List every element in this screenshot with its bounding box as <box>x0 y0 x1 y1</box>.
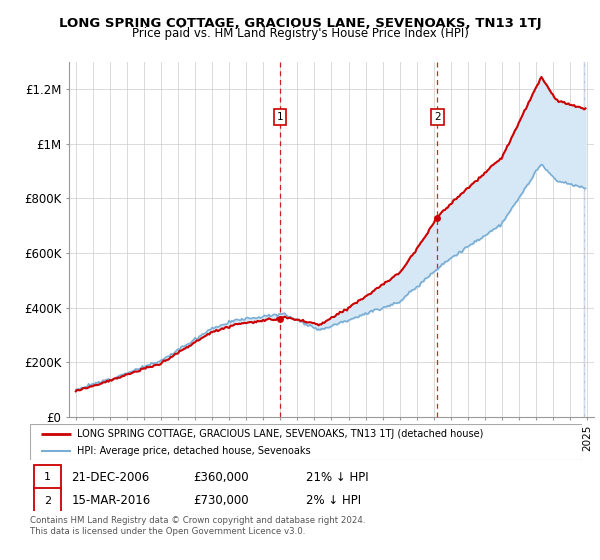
Bar <box>34 465 61 489</box>
Text: HPI: Average price, detached house, Sevenoaks: HPI: Average price, detached house, Seve… <box>77 446 311 456</box>
Text: 21% ↓ HPI: 21% ↓ HPI <box>306 470 368 483</box>
Text: Contains HM Land Registry data © Crown copyright and database right 2024.
This d: Contains HM Land Registry data © Crown c… <box>30 516 365 536</box>
Text: LONG SPRING COTTAGE, GRACIOUS LANE, SEVENOAKS, TN13 1TJ (detached house): LONG SPRING COTTAGE, GRACIOUS LANE, SEVE… <box>77 429 483 438</box>
Text: £730,000: £730,000 <box>193 494 248 507</box>
Text: 2: 2 <box>44 496 51 506</box>
Text: 2: 2 <box>434 111 440 122</box>
Text: LONG SPRING COTTAGE, GRACIOUS LANE, SEVENOAKS, TN13 1TJ: LONG SPRING COTTAGE, GRACIOUS LANE, SEVE… <box>59 17 541 30</box>
Text: £360,000: £360,000 <box>193 470 248 483</box>
Text: 2% ↓ HPI: 2% ↓ HPI <box>306 494 361 507</box>
Bar <box>34 488 61 513</box>
Text: Price paid vs. HM Land Registry's House Price Index (HPI): Price paid vs. HM Land Registry's House … <box>131 27 469 40</box>
Text: 15-MAR-2016: 15-MAR-2016 <box>71 494 151 507</box>
Text: 1: 1 <box>44 472 51 482</box>
Text: 1: 1 <box>277 111 283 122</box>
Text: 21-DEC-2006: 21-DEC-2006 <box>71 470 149 483</box>
